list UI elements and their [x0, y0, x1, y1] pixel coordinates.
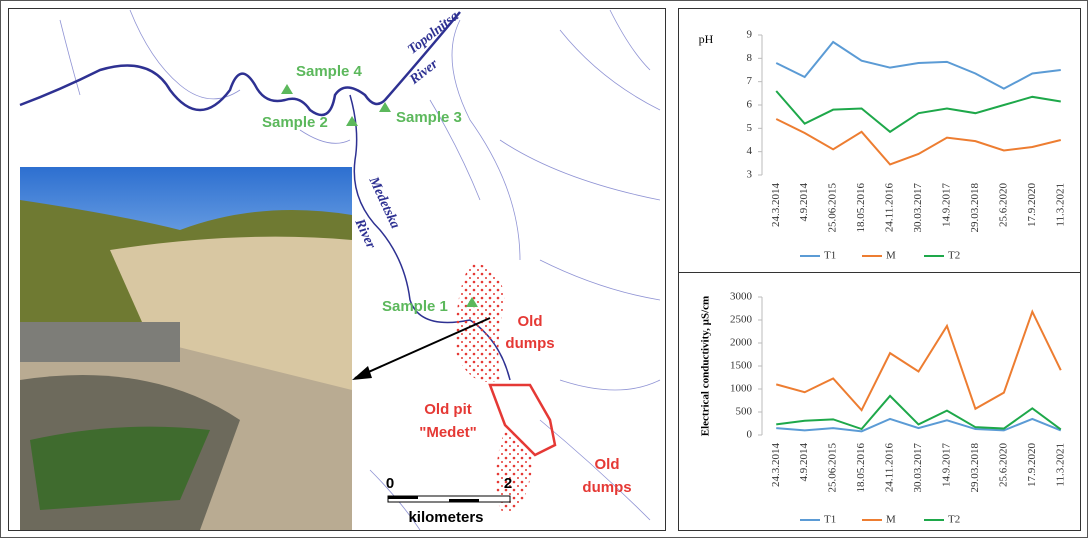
pit-label: "Medet"	[419, 424, 477, 441]
sample-label: Sample 4	[296, 63, 363, 80]
y-tick-label: 2000	[730, 337, 753, 349]
y-tick-label: 1500	[730, 360, 753, 372]
x-tick-label: 11.3.2021	[1054, 443, 1066, 487]
x-tick-label: 14.9.2017	[940, 443, 952, 488]
chart-frame	[679, 9, 1081, 273]
x-tick-label: 30.03.2017	[912, 183, 924, 233]
scale-label: 0	[386, 475, 394, 492]
x-tick-label: 14.9.2017	[940, 183, 952, 228]
legend-label: T1	[824, 250, 836, 262]
dump-label: Old	[518, 313, 543, 330]
x-tick-label: 18.05.2016	[855, 443, 867, 493]
x-tick-label: 17.9.2020	[1026, 443, 1038, 488]
x-tick-label: 29.03.2018	[969, 183, 981, 233]
x-tick-label: 25.6.2020	[997, 183, 1009, 228]
dump-label: dumps	[582, 479, 631, 496]
y-tick-label: 0	[747, 429, 753, 441]
figure: Sample 1 Sample 2 Sample 3 Sample 4 Topo…	[0, 0, 1088, 538]
x-tick-label: 24.3.2014	[770, 443, 782, 488]
legend-label: M	[886, 250, 896, 262]
x-tick-label: 30.03.2017	[912, 443, 924, 493]
x-tick-label: 24.11.2016	[884, 443, 896, 493]
sample-label: Sample 2	[262, 114, 328, 131]
y-tick-label: 5	[747, 122, 753, 134]
y-tick-label: 2500	[730, 314, 753, 326]
y-tick-label: 3000	[730, 291, 753, 303]
dump-label: dumps	[505, 335, 554, 352]
x-tick-label: 25.06.2015	[827, 443, 839, 493]
x-tick-label: 4.9.2014	[798, 183, 810, 222]
scale-bar	[388, 496, 510, 502]
y-tick-label: 4	[747, 145, 753, 157]
y-tick-label: 1000	[730, 383, 753, 395]
sample-label: Sample 3	[396, 109, 462, 126]
y-axis-label: pH	[699, 32, 714, 46]
scale-label: 2	[504, 475, 512, 492]
sample-label: Sample 1	[382, 298, 448, 315]
x-tick-label: 24.3.2014	[770, 183, 782, 228]
y-tick-label: 3	[747, 169, 753, 181]
dump-label: Old	[595, 456, 620, 473]
y-tick-label: 9	[747, 29, 753, 41]
legend-label: T2	[948, 250, 960, 262]
y-tick-label: 6	[747, 99, 753, 111]
x-tick-label: 29.03.2018	[969, 443, 981, 493]
legend-label: M	[886, 514, 896, 526]
legend-label: T1	[824, 514, 836, 526]
y-tick-label: 7	[747, 75, 753, 87]
x-tick-label: 4.9.2014	[798, 443, 810, 482]
pit-label: Old pit	[424, 401, 472, 418]
x-tick-label: 17.9.2020	[1026, 183, 1038, 228]
photo	[20, 167, 352, 530]
y-axis-label: Electrical conductivity, µS/cm	[700, 296, 712, 436]
scale-label: kilometers	[408, 509, 483, 526]
x-tick-label: 11.3.2021	[1054, 183, 1066, 227]
chart-frame	[679, 273, 1081, 531]
x-tick-label: 18.05.2016	[855, 183, 867, 233]
y-tick-label: 8	[747, 52, 753, 64]
legend-label: T2	[948, 514, 960, 526]
x-tick-label: 25.6.2020	[997, 443, 1009, 488]
x-tick-label: 24.11.2016	[884, 183, 896, 233]
y-tick-label: 500	[736, 406, 753, 418]
x-tick-label: 25.06.2015	[827, 183, 839, 233]
